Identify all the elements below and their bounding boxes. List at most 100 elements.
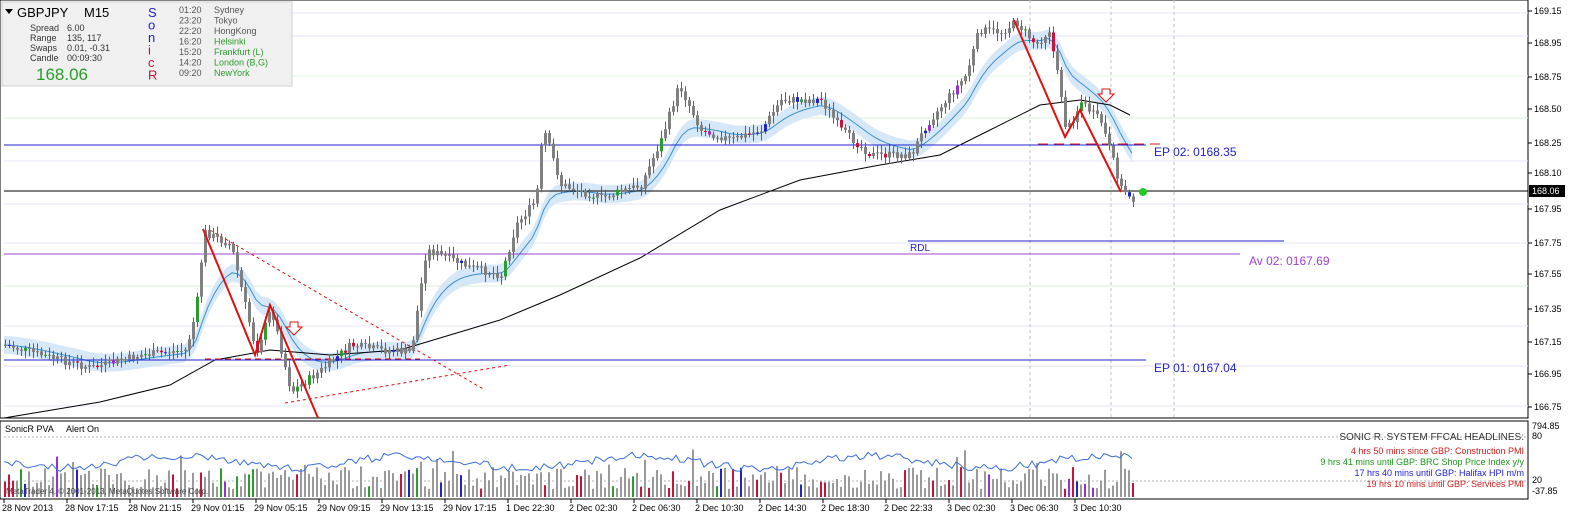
zigzag-left [202,228,319,419]
time-tick: 2 Dec 06:30 [632,503,681,513]
time-tick: 2 Dec 02:30 [569,503,618,513]
time-tick: 29 Nov 13:15 [380,503,434,513]
symbol-label: GBPJPY [17,5,69,20]
price-tick: 168.95 [1534,38,1562,48]
session-time: 14:20 [179,58,202,68]
current-price-dot-icon [1139,188,1147,196]
price-scale: 169.15 168.95 168.75 168.50 168.25 168.10 167.… [1528,6,1562,412]
time-tick: 3 Dec 02:30 [947,503,996,513]
session-time: 23:20 [179,16,202,26]
session-name: Sydney [214,5,245,15]
price-tick: 167.95 [1534,204,1562,214]
sell-arrow-icon [1096,88,1116,103]
session-time: 15:20 [179,47,202,57]
trendline-lower [284,364,511,404]
time-tick: 29 Nov 05:15 [254,503,308,513]
headline-item: 19 hrs 10 mins until GBP: Services PMI [1366,479,1524,489]
ema-band [4,29,1132,372]
timeframe-label: M15 [84,5,109,20]
horizontal-grid [4,12,1528,407]
brand-letter: S [148,5,157,20]
av02-label: Av 02: 0167.69 [1249,254,1330,268]
session-name: Helsinki [214,37,246,47]
session-time: 01:20 [179,5,202,15]
candle-value: 00:09:30 [67,53,102,63]
headline-item: 9 hrs 41 mins until GBP: BRC Shop Price … [1320,457,1524,467]
indicator-alert: Alert On [66,424,99,434]
price-display: 168.06 [36,65,88,84]
price-tick: 168.50 [1534,104,1562,114]
volume-bars [4,449,1134,497]
session-name: Tokyo [214,16,238,26]
time-tick: 3 Dec 06:30 [1010,503,1059,513]
collapse-triangle-icon[interactable] [5,9,13,14]
time-tick: 2 Dec 14:30 [758,503,807,513]
session-name: Frankfurt (L) [214,47,264,57]
headline-item: 17 hrs 40 mins until GBP: Halifax HPI m/… [1354,468,1524,478]
ep02-label: EP 02: 0168.35 [1154,145,1237,159]
range-label: Range [30,33,57,43]
rdl-label: RDL [910,243,930,254]
time-tick: 28 Nov 21:15 [128,503,182,513]
price-tick: 168.25 [1534,138,1562,148]
indicator-tick: 20 [1532,475,1542,485]
price-tick: 169.15 [1534,6,1562,16]
current-price-tag: 168.06 [1532,186,1560,196]
time-tick: 28 Nov 2013 [2,503,53,513]
brand-letter: i [148,43,151,58]
headlines-title: SONIC R. SYSTEM FFCAL HEADLINES: [1339,432,1524,443]
current-price-tag-bg [1529,185,1565,197]
price-tick: 166.75 [1534,402,1562,412]
brand-letter: R [148,68,157,83]
time-tick: 28 Nov 17:15 [65,503,119,513]
spread-value: 6.00 [67,23,85,33]
price-tick: 167.15 [1534,337,1562,347]
price-tick: 167.75 [1534,238,1562,248]
time-tick: 29 Nov 09:15 [317,503,371,513]
time-axis: 28 Nov 2013 28 Nov 17:15 28 Nov 21:15 29 No… [2,499,1122,513]
indicator-tick: -37.85 [1532,486,1558,496]
time-tick: 29 Nov 01:15 [191,503,245,513]
brand-letter: o [148,18,155,33]
price-tick: 168.10 [1534,168,1562,178]
brand-letters: SonicR [148,5,157,83]
candle-label: Candle [30,53,59,63]
volume-average-line [3,451,1133,473]
time-tick: 2 Dec 18:30 [821,503,870,513]
copyright-text: MetaTrader 4, © 2001-2013, MetaQuotes So… [6,487,208,496]
price-tick: 167.55 [1534,269,1562,279]
indicator-name: SonicR PVA [5,424,54,434]
headline-item: 4 hrs 50 mins since GBP: Construction PM… [1351,446,1524,456]
session-time: 22:20 [179,26,202,36]
session-time: 09:20 [179,68,202,78]
info-panel: GBPJPY M15 Spread 6.00 Range 135, 117 Sw… [1,1,293,87]
time-tick: 29 Nov 17:15 [443,503,497,513]
session-time: 16:20 [179,37,202,47]
zigzag-right [1013,19,1122,193]
price-tick: 168.75 [1534,72,1562,82]
headlines-list: 4 hrs 50 mins since GBP: Construction PM… [1320,446,1524,489]
swaps-label: Swaps [30,43,58,53]
price-tick: 167.35 [1534,304,1562,314]
session-name: HongKong [214,26,257,36]
sell-arrow-icon [284,321,304,336]
candles [4,17,1135,398]
range-value: 135, 117 [67,33,101,43]
session-name: London (B,G) [214,58,268,68]
session-list: 01:20 Sydney 23:20 Tokyo 22:20 HongKong 16:20 H… [179,5,268,78]
price-tick: 166.95 [1534,369,1562,379]
brand-letter: n [148,30,155,45]
indicator-tick: 794.85 [1532,421,1560,431]
spread-label: Spread [30,23,59,33]
indicator-tick: 80 [1532,431,1542,441]
time-tick: 2 Dec 10:30 [695,503,744,513]
session-name: NewYork [214,68,250,78]
ema-line [3,37,1133,364]
trendline-upper [209,229,486,391]
swaps-value: 0.01, -0.31 [67,43,110,53]
time-tick: 2 Dec 22:33 [884,503,933,513]
brand-letter: c [148,55,155,70]
time-tick: 1 Dec 22:30 [506,503,555,513]
